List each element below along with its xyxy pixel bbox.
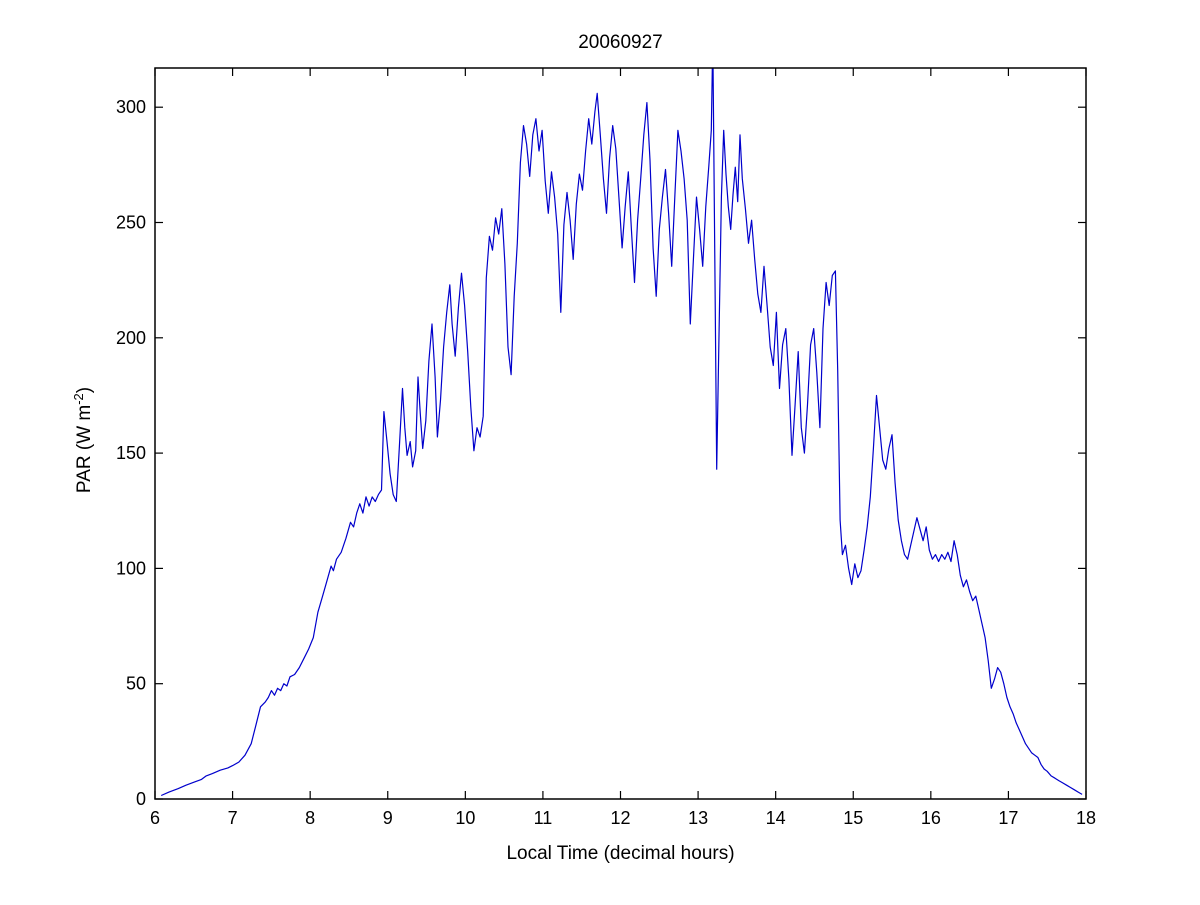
- x-tick-label-8: 8: [305, 808, 315, 828]
- x-tick-label-9: 9: [383, 808, 393, 828]
- x-tick-label-16: 16: [921, 808, 941, 828]
- x-axis-label: Local Time (decimal hours): [506, 843, 735, 864]
- x-tick-label-13: 13: [688, 808, 708, 828]
- x-tick-label-15: 15: [843, 808, 863, 828]
- x-tick-label-7: 7: [228, 808, 238, 828]
- y-axis-label-superscript: -2: [70, 393, 86, 405]
- x-tick-label-17: 17: [998, 808, 1018, 828]
- y-tick-label-50: 50: [126, 674, 146, 694]
- x-tick-label-11: 11: [534, 808, 553, 828]
- y-tick-label-150: 150: [116, 443, 146, 463]
- x-tick-label-6: 6: [150, 808, 160, 828]
- x-tick-label-10: 10: [455, 808, 475, 828]
- x-tick-label-14: 14: [766, 808, 786, 828]
- par-data-line: [160, 68, 1083, 797]
- y-tick-label-250: 250: [116, 213, 146, 233]
- y-axis-label-close: ): [74, 386, 96, 394]
- y-axis-label: PAR (W m-2): [69, 387, 95, 493]
- y-tick-label-0: 0: [136, 789, 146, 809]
- axes-box: [154, 67, 1087, 800]
- y-tick-label-200: 200: [116, 328, 146, 348]
- y-tick-label-300: 300: [116, 97, 146, 117]
- y-axis-label-text: PAR (W m: [74, 404, 96, 494]
- x-tick-label-12: 12: [610, 808, 630, 828]
- x-tick-label-18: 18: [1076, 808, 1096, 828]
- chart-title: 20060927: [578, 32, 663, 53]
- y-tick-label-100: 100: [116, 558, 146, 578]
